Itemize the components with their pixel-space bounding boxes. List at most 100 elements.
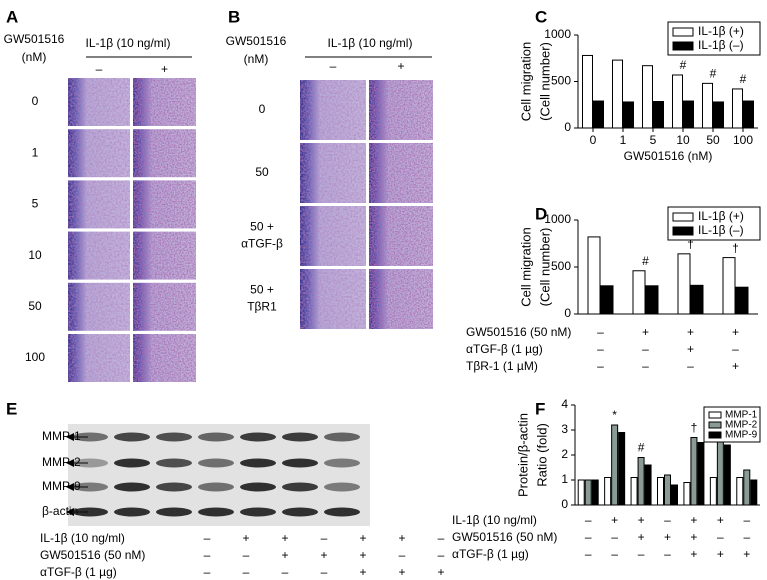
bar <box>612 59 623 129</box>
condition-sign: – <box>597 359 604 373</box>
condition-label: IL-1β (10 ng/ml) <box>452 513 537 527</box>
condition-sign: + <box>359 565 366 579</box>
legend-label: IL-1β (–) <box>698 223 744 237</box>
bar <box>600 285 614 315</box>
micrograph <box>68 180 130 229</box>
x-tick-label: 0 <box>590 133 597 147</box>
row-header: GW501516 <box>226 34 287 48</box>
band <box>114 458 150 468</box>
x-tick-label: 1 <box>620 133 627 147</box>
band <box>72 507 108 517</box>
legend-swatch <box>708 431 722 439</box>
micrograph <box>133 129 196 178</box>
condition-sign: – <box>611 530 618 544</box>
bar <box>637 457 645 506</box>
legend-label: MMP-9 <box>725 430 758 441</box>
legend-label: MMP-1 <box>725 410 758 421</box>
bar <box>713 101 724 129</box>
band <box>72 458 108 468</box>
y-axis-label: Protein/β-actin <box>515 413 530 497</box>
row-label: 0 <box>259 102 266 116</box>
condition-sign: – <box>438 531 445 545</box>
band <box>156 482 192 492</box>
micrograph <box>300 143 366 203</box>
condition-sign: – <box>321 565 328 579</box>
legend-label: IL-1β (+) <box>698 24 744 38</box>
annotation: † <box>687 237 694 251</box>
bar <box>632 270 646 315</box>
band <box>114 507 150 517</box>
condition-label: TβR-1 (1 µM) <box>466 359 538 373</box>
legend-label: IL-1β (–) <box>698 38 744 52</box>
micrograph <box>68 282 130 331</box>
bar <box>716 437 724 506</box>
column-label: + <box>397 59 404 73</box>
condition-sign: + <box>717 547 724 561</box>
condition-sign: – <box>321 531 328 545</box>
micrograph <box>133 282 196 331</box>
condition-label: αTGF-β (1 µg) <box>452 547 529 561</box>
condition-label: αTGF-β (1 µg) <box>466 342 543 356</box>
row-header: GW501516 <box>4 32 65 46</box>
y-axis-label: (Cell number) <box>537 42 552 121</box>
condition-sign: – <box>664 547 671 561</box>
condition-sign: – <box>664 513 671 527</box>
condition-sign: – <box>743 530 750 544</box>
bar <box>743 100 754 129</box>
bar <box>697 442 705 506</box>
bar <box>618 432 626 506</box>
row-label: αTGF-β <box>241 237 283 251</box>
condition-sign: + <box>664 530 671 544</box>
bar <box>653 100 664 129</box>
condition-sign: + <box>359 531 366 545</box>
x-tick-label: 5 <box>650 133 657 147</box>
bar <box>657 477 664 506</box>
condition-sign: + <box>398 565 405 579</box>
legend-label: IL-1β (+) <box>698 209 744 223</box>
annotation: † <box>732 241 739 255</box>
condition-sign: – <box>243 548 250 562</box>
band <box>240 482 276 492</box>
condition-sign: – <box>687 359 694 373</box>
band <box>324 432 360 442</box>
condition-sign: + <box>690 530 697 544</box>
column-header: IL-1β (10 ng/ml) <box>86 36 171 50</box>
bar <box>690 437 698 506</box>
bar <box>623 101 634 129</box>
y-tick-label: 1 <box>561 472 568 486</box>
x-axis-label: GW501516 (nM) <box>624 149 713 163</box>
bar <box>671 484 678 506</box>
y-axis-label: Cell migration <box>518 42 533 121</box>
condition-sign: + <box>611 513 618 527</box>
condition-sign: – <box>585 513 592 527</box>
condition-sign: – <box>282 565 289 579</box>
band <box>324 482 360 492</box>
annotation: # <box>740 72 747 86</box>
y-axis-label: Ratio (fold) <box>534 423 549 487</box>
condition-sign: – <box>732 342 739 356</box>
row-label: TβR1 <box>247 300 277 314</box>
y-tick-label: 500 <box>551 74 571 88</box>
column-label: – <box>330 59 337 73</box>
condition-sign: – <box>717 530 724 544</box>
x-tick-label: 100 <box>733 133 753 147</box>
condition-sign: + <box>732 359 739 373</box>
band <box>240 507 276 517</box>
bar <box>593 100 604 129</box>
y-axis-label: (Cell number) <box>537 228 552 307</box>
annotation: # <box>638 441 645 455</box>
bar <box>672 74 683 129</box>
legend-swatch <box>708 411 722 419</box>
micrograph <box>133 334 196 382</box>
annotation: # <box>710 67 717 81</box>
row-label: 50 + <box>250 283 274 297</box>
row-label: 100 <box>25 350 45 364</box>
band <box>72 482 108 492</box>
condition-sign: + <box>743 547 750 561</box>
legend-swatch <box>672 212 694 222</box>
bar <box>736 477 744 506</box>
bar <box>644 464 652 506</box>
legend-label: MMP-2 <box>725 420 758 431</box>
